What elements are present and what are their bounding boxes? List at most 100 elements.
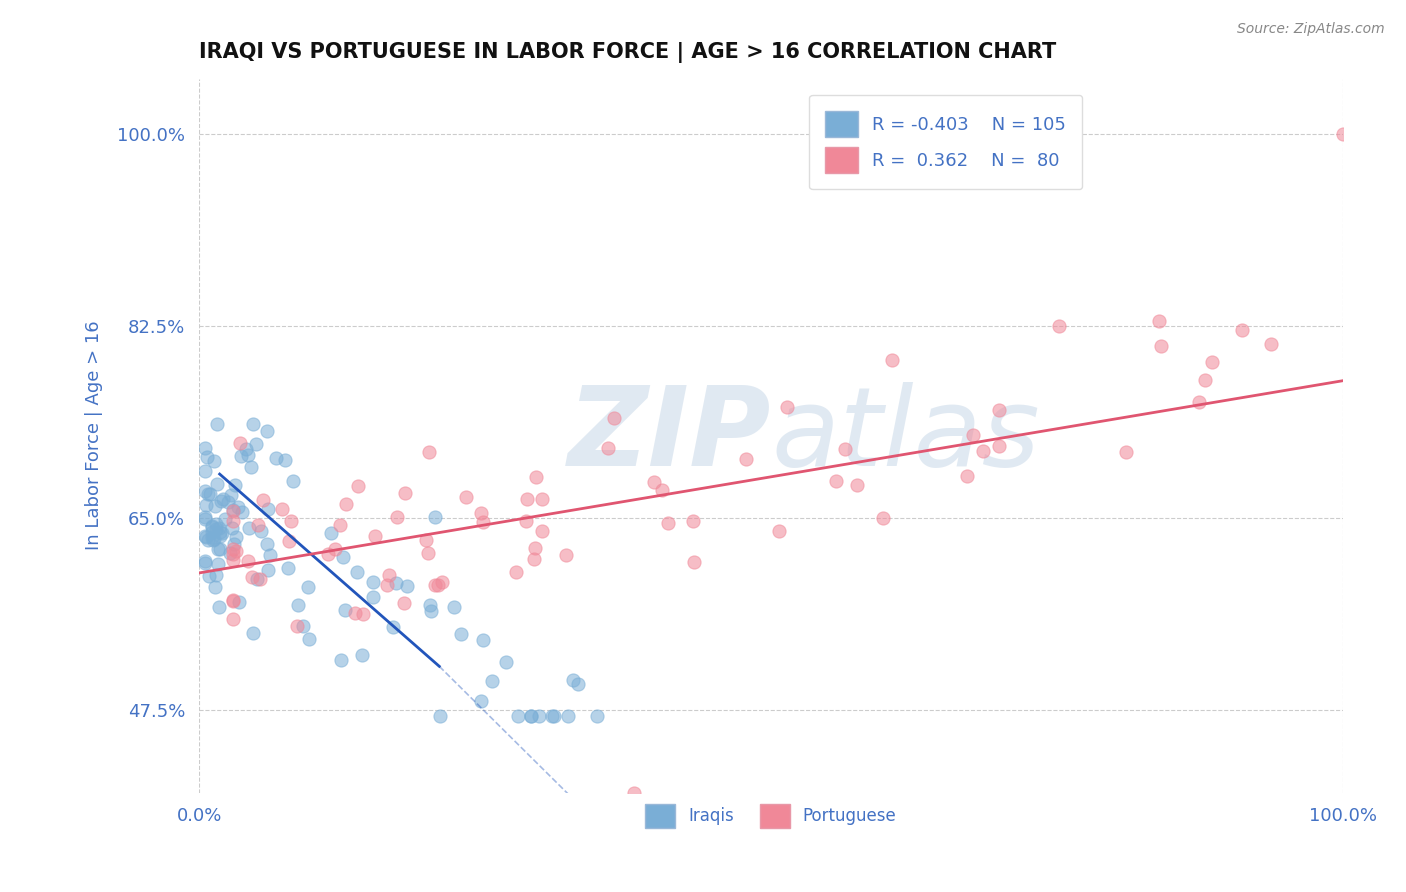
Point bbox=[394, 486, 416, 500]
Point bbox=[988, 402, 1011, 417]
Point bbox=[735, 452, 758, 467]
Point bbox=[221, 521, 243, 535]
Point bbox=[335, 496, 357, 510]
Point bbox=[245, 437, 267, 451]
Point bbox=[204, 500, 226, 514]
Point bbox=[271, 502, 294, 516]
Point bbox=[197, 487, 219, 501]
Point bbox=[246, 518, 269, 533]
Point bbox=[377, 578, 399, 592]
Point bbox=[364, 529, 387, 543]
Point bbox=[352, 648, 374, 662]
Point bbox=[236, 554, 259, 568]
Point bbox=[456, 490, 478, 504]
Point bbox=[332, 549, 354, 564]
Point bbox=[423, 510, 446, 524]
Text: IRAQI VS PORTUGUESE IN LABOR FORCE | AGE > 16 CORRELATION CHART: IRAQI VS PORTUGUESE IN LABOR FORCE | AGE… bbox=[200, 42, 1056, 62]
Point bbox=[218, 546, 240, 560]
Point bbox=[285, 619, 308, 633]
Point bbox=[224, 536, 246, 550]
Legend: Iraqis, Portuguese: Iraqis, Portuguese bbox=[638, 797, 903, 834]
Point bbox=[396, 579, 419, 593]
Point bbox=[530, 524, 553, 538]
Point bbox=[222, 553, 245, 567]
Point bbox=[194, 441, 217, 455]
Point bbox=[264, 450, 287, 465]
Point bbox=[194, 554, 217, 568]
Point bbox=[523, 551, 546, 566]
Point bbox=[222, 612, 245, 626]
Point bbox=[277, 561, 299, 575]
Point bbox=[382, 620, 405, 634]
Point bbox=[222, 593, 245, 607]
Point bbox=[825, 474, 848, 488]
Point bbox=[214, 512, 236, 526]
Point bbox=[972, 443, 994, 458]
Point bbox=[194, 509, 217, 524]
Point bbox=[988, 439, 1011, 453]
Text: ZIP: ZIP bbox=[568, 382, 770, 489]
Point bbox=[197, 533, 219, 547]
Point bbox=[1115, 445, 1137, 459]
Y-axis label: In Labor Force | Age > 16: In Labor Force | Age > 16 bbox=[86, 321, 103, 550]
Point bbox=[557, 708, 579, 723]
Point bbox=[236, 449, 259, 463]
Point bbox=[416, 546, 439, 560]
Point bbox=[430, 574, 453, 589]
Point bbox=[450, 627, 472, 641]
Point bbox=[222, 593, 245, 607]
Point bbox=[651, 483, 673, 497]
Point bbox=[330, 653, 353, 667]
Point bbox=[505, 565, 527, 579]
Point bbox=[344, 606, 367, 620]
Point bbox=[209, 541, 232, 556]
Point bbox=[543, 708, 565, 723]
Point bbox=[419, 598, 441, 612]
Point bbox=[1188, 395, 1211, 409]
Point bbox=[1260, 337, 1282, 351]
Point bbox=[1047, 318, 1070, 333]
Point bbox=[229, 450, 252, 464]
Point bbox=[198, 569, 221, 583]
Point bbox=[238, 521, 260, 535]
Point bbox=[325, 541, 347, 556]
Point bbox=[515, 514, 537, 528]
Point bbox=[508, 708, 530, 723]
Point bbox=[242, 626, 264, 640]
Point bbox=[470, 694, 492, 708]
Point bbox=[418, 445, 440, 459]
Point bbox=[194, 498, 217, 512]
Point bbox=[481, 673, 503, 688]
Point bbox=[225, 544, 247, 558]
Point bbox=[194, 464, 217, 478]
Point bbox=[201, 530, 224, 544]
Point bbox=[316, 548, 339, 562]
Point bbox=[256, 424, 278, 438]
Point bbox=[211, 525, 233, 540]
Point bbox=[378, 568, 401, 582]
Point bbox=[231, 505, 253, 519]
Point bbox=[235, 442, 257, 456]
Point bbox=[194, 529, 217, 543]
Point bbox=[1331, 127, 1354, 141]
Point bbox=[222, 503, 245, 517]
Point bbox=[495, 655, 517, 669]
Point bbox=[198, 487, 221, 501]
Point bbox=[222, 547, 245, 561]
Point bbox=[212, 492, 235, 507]
Point bbox=[623, 786, 645, 800]
Point bbox=[274, 453, 297, 467]
Point bbox=[385, 576, 408, 591]
Point bbox=[845, 478, 868, 492]
Point bbox=[219, 488, 242, 502]
Point bbox=[224, 478, 246, 492]
Point bbox=[524, 470, 547, 484]
Point bbox=[520, 708, 543, 723]
Point bbox=[228, 436, 250, 450]
Point bbox=[195, 450, 218, 465]
Point bbox=[962, 427, 984, 442]
Point bbox=[222, 514, 245, 528]
Point bbox=[392, 596, 415, 610]
Point bbox=[352, 607, 374, 622]
Point bbox=[207, 542, 229, 557]
